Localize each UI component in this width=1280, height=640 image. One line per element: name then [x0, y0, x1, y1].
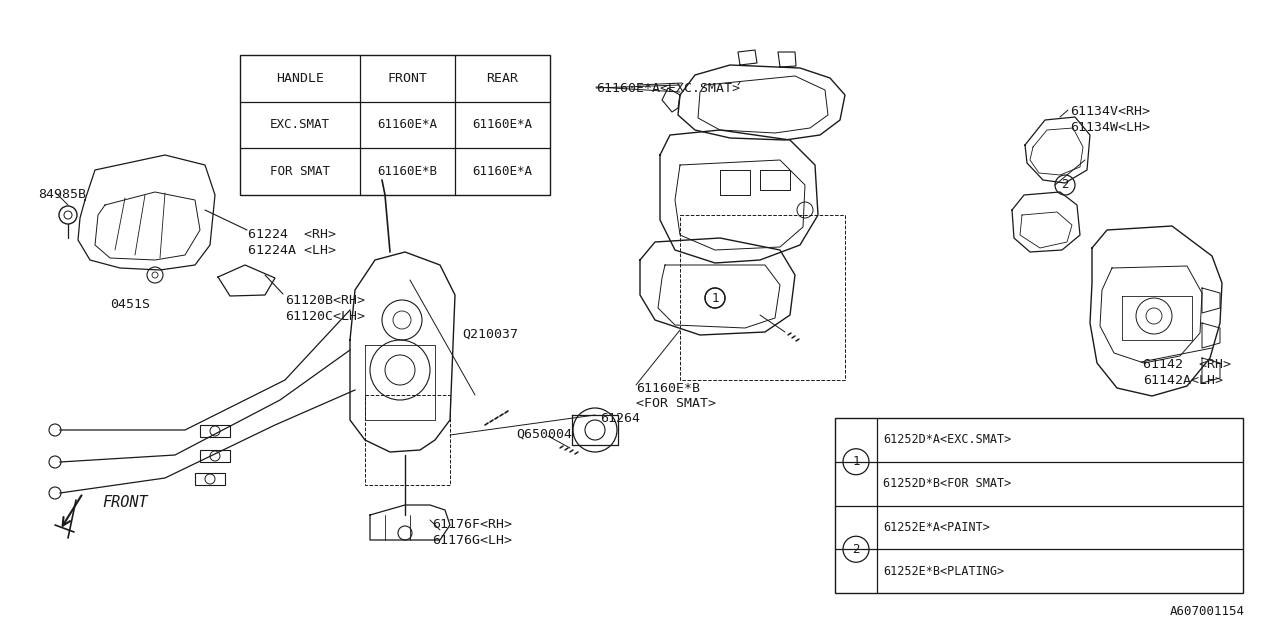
Text: Q210037: Q210037: [462, 328, 518, 341]
Text: 61176G<LH>: 61176G<LH>: [433, 534, 512, 547]
Text: FOR SMAT: FOR SMAT: [270, 165, 330, 178]
Text: 61160E*A: 61160E*A: [472, 165, 532, 178]
Text: 1: 1: [712, 291, 719, 305]
Text: 61134W<LH>: 61134W<LH>: [1070, 121, 1149, 134]
Text: 61252D*B<FOR SMAT>: 61252D*B<FOR SMAT>: [883, 477, 1011, 490]
Text: 2: 2: [852, 543, 860, 556]
Text: A607001154: A607001154: [1170, 605, 1245, 618]
Bar: [241, 55, 550, 195]
Text: 84985B: 84985B: [38, 188, 86, 201]
Text: 61224A <LH>: 61224A <LH>: [248, 244, 335, 257]
Text: 61120B<RH>: 61120B<RH>: [285, 294, 365, 307]
Text: 61160E*B: 61160E*B: [636, 382, 700, 395]
Text: 61176F<RH>: 61176F<RH>: [433, 518, 512, 531]
Text: 61160E*B: 61160E*B: [378, 165, 438, 178]
Text: 61252D*A<EXC.SMAT>: 61252D*A<EXC.SMAT>: [883, 433, 1011, 446]
Text: REAR: REAR: [486, 72, 518, 85]
Text: 2: 2: [1061, 179, 1069, 191]
Text: 1: 1: [852, 455, 860, 468]
Text: <FOR SMAT>: <FOR SMAT>: [636, 397, 716, 410]
Bar: [835, 418, 1243, 593]
Text: 61160E*A: 61160E*A: [378, 118, 438, 131]
Text: FRONT: FRONT: [388, 72, 428, 85]
Text: 61264: 61264: [600, 412, 640, 425]
Bar: [195, 473, 225, 485]
Text: HANDLE: HANDLE: [276, 72, 324, 85]
Text: 0451S: 0451S: [110, 298, 150, 311]
Bar: [200, 425, 230, 437]
Text: 61142  <RH>: 61142 <RH>: [1143, 358, 1231, 371]
Text: Q650004: Q650004: [516, 428, 572, 441]
Bar: [365, 395, 451, 485]
Text: 61160E*A<EXC.SMAT>: 61160E*A<EXC.SMAT>: [596, 82, 740, 95]
Text: FRONT: FRONT: [102, 495, 147, 510]
Text: 61142A<LH>: 61142A<LH>: [1143, 374, 1222, 387]
Text: 61252E*A<PAINT>: 61252E*A<PAINT>: [883, 521, 989, 534]
Bar: [680, 215, 845, 380]
Bar: [200, 450, 230, 462]
Text: 61252E*B<PLATING>: 61252E*B<PLATING>: [883, 564, 1004, 578]
Text: 61160E*A: 61160E*A: [472, 118, 532, 131]
Text: EXC.SMAT: EXC.SMAT: [270, 118, 330, 131]
Text: 61120C<LH>: 61120C<LH>: [285, 310, 365, 323]
Text: 61224  <RH>: 61224 <RH>: [248, 228, 335, 241]
Text: 61134V<RH>: 61134V<RH>: [1070, 105, 1149, 118]
